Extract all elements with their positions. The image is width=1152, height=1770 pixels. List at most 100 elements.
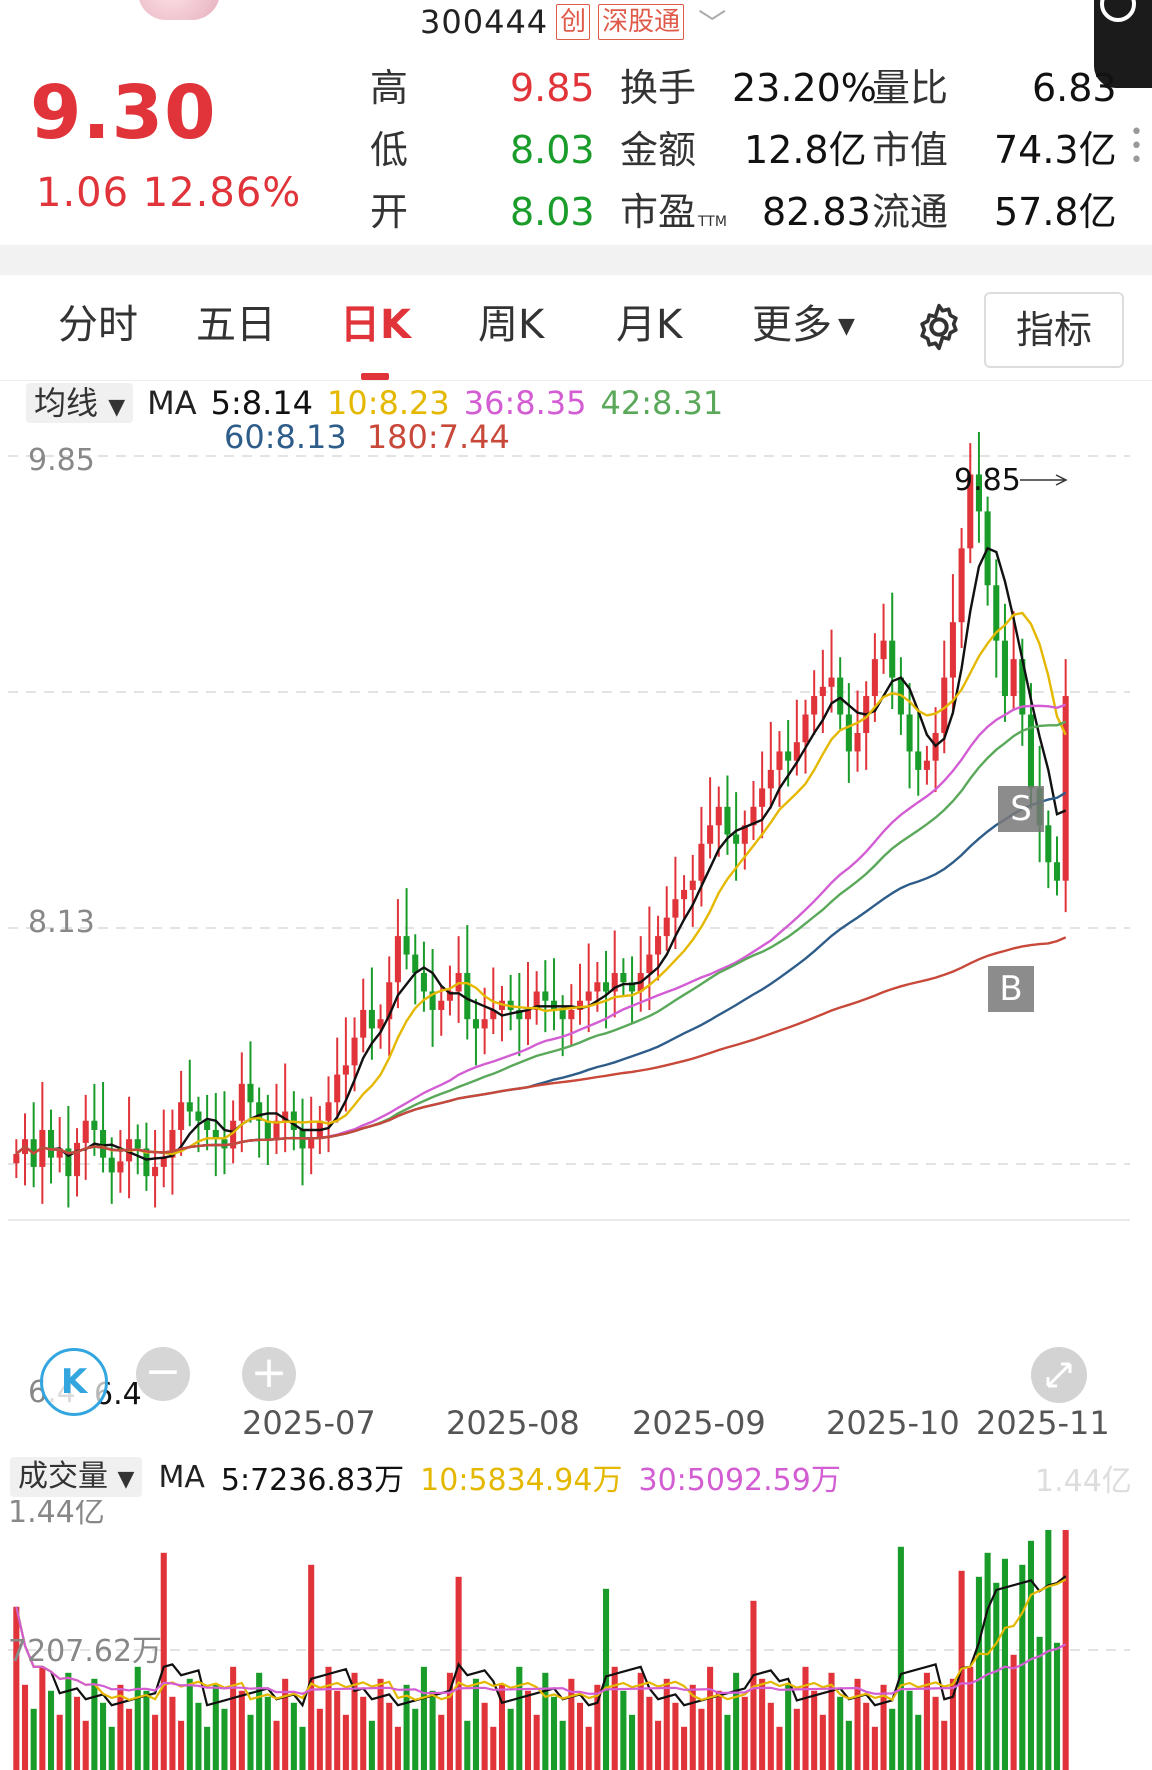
candle-body	[351, 1037, 358, 1066]
candle-body	[143, 1148, 150, 1177]
open-label: 开	[370, 190, 409, 234]
candle-body	[342, 1065, 349, 1075]
candle-body	[325, 1102, 332, 1121]
volume-selector[interactable]: 成交量 ▼	[10, 1457, 143, 1497]
candle-body	[620, 973, 627, 983]
volume-bar	[186, 1678, 193, 1770]
y-tick-top: 9.85	[28, 443, 95, 478]
volume-bar	[264, 1696, 271, 1770]
pe-ttm-suffix: TTM	[698, 214, 727, 230]
high-label: 高	[370, 66, 409, 110]
volume-bar	[993, 1582, 1000, 1770]
candle-body	[811, 696, 818, 715]
volume-bar	[776, 1726, 783, 1770]
candle-body	[802, 714, 809, 743]
more-vertical-icon[interactable]: • • •	[1130, 120, 1143, 173]
volume-ma5-line	[15, 1575, 1067, 1708]
tab-monthly-k[interactable]: 月K	[616, 302, 683, 348]
x-tick-4: 2025-10	[826, 1404, 960, 1442]
period-tabs: 分时 五日 日K 周K 月K 更多 ▼	[0, 275, 1152, 381]
volume-ma-prefix: MA	[158, 1459, 205, 1495]
turnover-value: 23.20%	[732, 66, 877, 110]
volume-bar	[21, 1684, 29, 1770]
candle-body	[403, 936, 410, 955]
candle-body	[282, 1111, 289, 1121]
settings-gear-icon[interactable]	[912, 300, 966, 354]
volume-bar	[793, 1708, 800, 1770]
volume-bar	[932, 1696, 939, 1770]
open-value: 8.03	[510, 190, 595, 234]
volume-bar	[949, 1678, 956, 1770]
candle-body	[334, 1074, 341, 1103]
volume-bar	[542, 1672, 549, 1770]
back-arrow-icon[interactable]: ‹	[40, 0, 66, 8]
candle-body	[386, 982, 393, 1020]
volume-bar	[472, 1678, 479, 1770]
tab-weekly-k[interactable]: 周K	[478, 302, 545, 348]
volume-bar	[126, 1708, 133, 1770]
buy-signal-marker[interactable]: B	[988, 966, 1034, 1012]
volume-bar	[533, 1714, 540, 1770]
caret-down-icon: ▼	[838, 314, 855, 339]
candle-body	[273, 1120, 280, 1140]
candle-body	[117, 1161, 124, 1173]
volume-bar	[316, 1708, 323, 1770]
volume-bar	[455, 1576, 462, 1770]
x-tick-2: 2025-08	[446, 1404, 580, 1442]
connect-tag: 深股通	[598, 4, 685, 40]
ma-selector[interactable]: 均线 ▼	[26, 383, 134, 423]
x-tick-1: 2025-07	[242, 1404, 376, 1442]
volume-bar	[811, 1690, 818, 1770]
volume-bar	[334, 1690, 341, 1770]
ma-selector-label: 均线	[34, 384, 99, 422]
candle-body	[559, 1009, 566, 1020]
candle-body	[828, 677, 835, 687]
floating-panel-handle[interactable]	[1094, 0, 1152, 88]
caret-down-icon: ▼	[117, 1467, 135, 1492]
stock-code: 300444	[420, 3, 549, 41]
candle-body	[967, 474, 974, 549]
ma36-value: 36:8.35	[463, 384, 587, 422]
low-label: 低	[370, 128, 409, 172]
volume-bar	[39, 1666, 46, 1770]
candle-body	[542, 991, 549, 1001]
volume-bar	[204, 1726, 211, 1770]
candle-body	[65, 1148, 72, 1177]
candle-body	[256, 1102, 263, 1121]
kline-chart[interactable]: 9.85 8.13 6.4 6.4 9.85 2025-07 2025-08 2…	[0, 430, 1152, 1450]
chevron-down-icon[interactable]: ﹀	[698, 7, 727, 40]
candle-body	[91, 1120, 98, 1130]
tab-more-label: 更多	[752, 302, 832, 348]
candle-body	[195, 1111, 202, 1121]
tab-intraday[interactable]: 分时	[58, 302, 138, 348]
ma-lines-group	[15, 546, 1067, 1161]
candle-body	[776, 751, 783, 770]
volume-bar	[585, 1726, 592, 1770]
candle-body	[152, 1166, 159, 1177]
fullscreen-expand-icon[interactable]	[1031, 1347, 1087, 1403]
ma-legend: 均线 ▼ MA 5:8.14 10:8.23 36:8.35 42:8.31	[26, 383, 723, 423]
candle-body	[741, 825, 748, 844]
x-tick-3: 2025-09	[632, 1404, 766, 1442]
volume-bar	[568, 1678, 575, 1770]
stock-avatar	[138, 0, 220, 20]
kline-badge-icon[interactable]: K	[40, 1348, 108, 1416]
volume-bar	[91, 1678, 98, 1770]
tab-five-day[interactable]: 五日	[196, 302, 276, 348]
ma-prefix: MA	[147, 384, 197, 422]
ma-legend-line2: 60:8.13 180:7.44	[224, 418, 510, 456]
volume-chart[interactable]: 1.44亿 7207.62万	[0, 1500, 1152, 1770]
zoom-in-button[interactable]: +	[242, 1347, 296, 1401]
candle-body	[767, 769, 774, 789]
tab-daily-k[interactable]: 日K	[340, 302, 411, 348]
indicator-button[interactable]: 指标	[984, 292, 1124, 368]
candle-body	[733, 834, 740, 844]
stock-code-line[interactable]: 300444 创 深股通 ﹀	[420, 2, 726, 42]
volume-max-right: 1.44亿	[1035, 1464, 1132, 1499]
tab-more[interactable]: 更多 ▼	[752, 275, 855, 375]
sell-signal-marker[interactable]: S	[998, 786, 1044, 832]
volume-bar	[854, 1678, 861, 1770]
zoom-out-button[interactable]: −	[136, 1347, 190, 1401]
candle-body	[429, 991, 436, 1010]
volume-bar	[247, 1714, 254, 1770]
